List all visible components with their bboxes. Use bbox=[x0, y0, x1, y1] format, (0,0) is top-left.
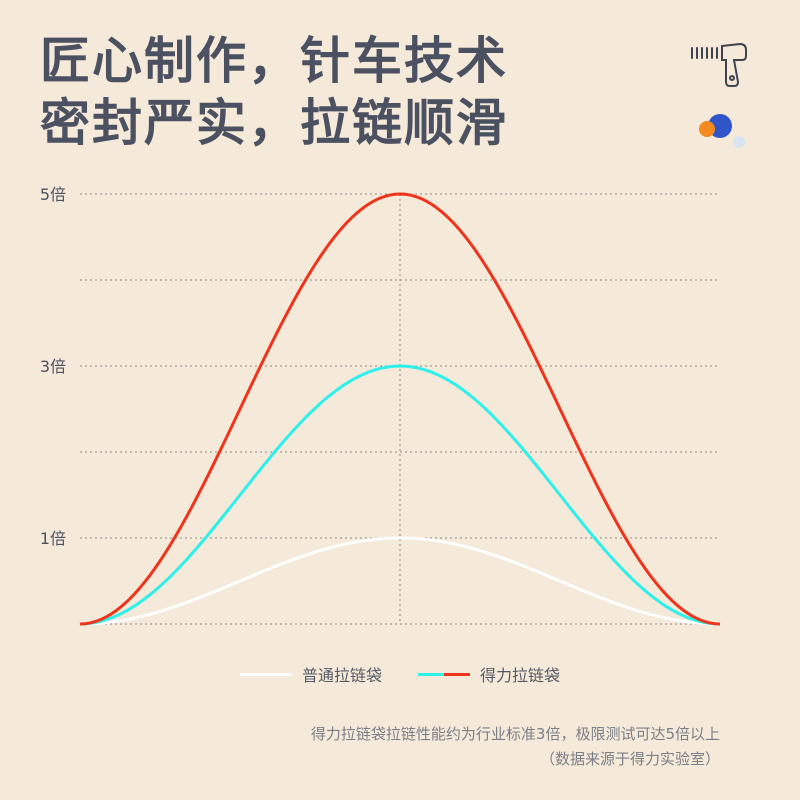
footnote: 得力拉链袋拉链性能约为行业标准3倍，极限测试可达5倍以上 （数据来源于得力实验室… bbox=[311, 722, 720, 772]
legend-swatch-deli bbox=[418, 672, 470, 676]
legend-swatch-ordinary bbox=[239, 672, 292, 676]
y-tick-label: 5倍 bbox=[40, 185, 66, 204]
legend-item-deli: 得力拉链袋 bbox=[418, 662, 560, 686]
footnote-line-2: （数据来源于得力实验室） bbox=[539, 750, 720, 768]
series-line-2 bbox=[79, 364, 721, 626]
series-line-3 bbox=[79, 192, 721, 626]
footnote-line-1: 得力拉链袋拉链性能约为行业标准3倍，极限测试可达5倍以上 bbox=[310, 725, 720, 743]
y-tick-label: 3倍 bbox=[40, 357, 66, 376]
headline: 匠心制作，针车技术 密封严实，拉链顺滑 bbox=[40, 30, 508, 154]
legend-label-deli: 得力拉链袋 bbox=[480, 666, 561, 685]
legend-item-ordinary: 普通拉链袋 bbox=[239, 662, 382, 686]
y-tick-label: 1倍 bbox=[40, 529, 66, 548]
light-dot-icon bbox=[733, 136, 745, 148]
color-dots-icon bbox=[699, 114, 745, 148]
orange-dot-icon bbox=[699, 121, 715, 137]
legend-label-ordinary: 普通拉链袋 bbox=[301, 666, 382, 685]
series-line-1 bbox=[79, 536, 721, 626]
headline-line-1: 匠心制作，针车技术 bbox=[40, 32, 508, 90]
headline-line-2: 密封严实，拉链顺滑 bbox=[40, 94, 508, 152]
legend: 普通拉链袋 得力拉链袋 bbox=[0, 662, 800, 686]
zipper-pull-icon bbox=[691, 42, 747, 87]
